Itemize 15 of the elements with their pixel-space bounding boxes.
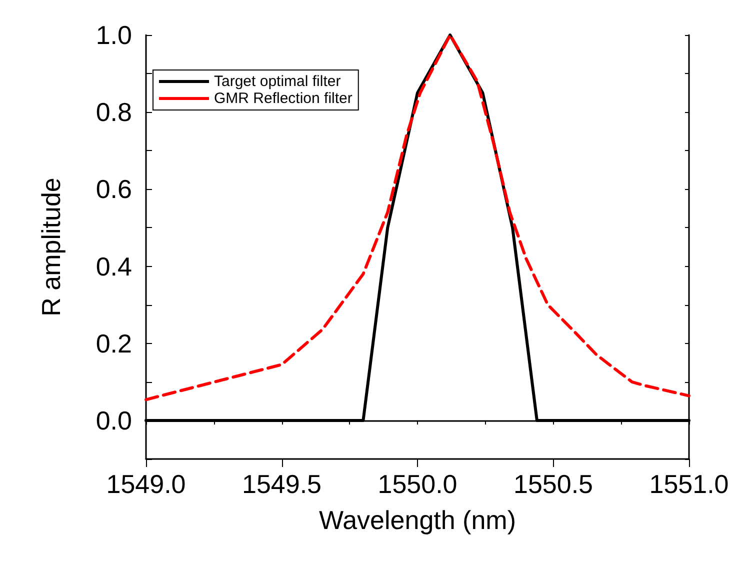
y-tick-label: 0.4 (96, 251, 132, 282)
legend-label: Target optimal filter (214, 73, 341, 90)
y-tick-label: 0.0 (96, 405, 132, 436)
y-tick-label: 0.6 (96, 174, 132, 204)
x-tick-label: 1550.0 (378, 469, 458, 499)
x-tick-label: 1551.0 (649, 469, 729, 499)
legend-label: GMR Reflection filter (214, 90, 352, 107)
x-tick-label: 1549.0 (106, 469, 186, 499)
y-tick-label: 1.0 (96, 20, 132, 50)
x-tick-label: 1549.5 (242, 469, 322, 499)
x-axis-title: Wavelength (nm) (319, 505, 516, 535)
x-tick-label: 1550.5 (513, 469, 594, 499)
y-tick-label: 0.2 (96, 328, 132, 358)
y-axis-title: R amplitude (36, 178, 66, 316)
y-tick-label: 0.8 (96, 97, 132, 128)
